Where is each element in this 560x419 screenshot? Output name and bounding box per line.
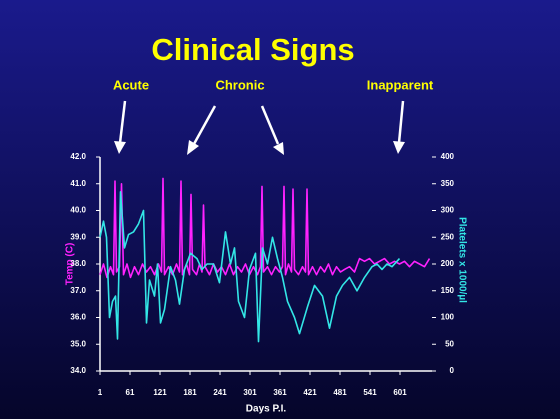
y2-axis-label: Platelets x 1000/µl xyxy=(456,217,467,303)
y-tick-label: 35.0 xyxy=(70,339,86,348)
x-tick-label: 481 xyxy=(333,388,347,397)
chart-title: Clinical Signs xyxy=(151,32,354,67)
series-line xyxy=(99,191,401,343)
annotation: Acute xyxy=(113,77,149,92)
y-tick-label: 41.0 xyxy=(70,179,86,188)
x-tick-label: 241 xyxy=(213,388,227,397)
x-tick-label: 601 xyxy=(393,388,407,397)
x-tick-label: 121 xyxy=(153,388,167,397)
y2-tick-label: 0 xyxy=(450,366,455,375)
y-tick-label: 39.0 xyxy=(70,232,86,241)
y-tick-label: 38.0 xyxy=(70,259,86,268)
x-tick-label: 361 xyxy=(273,388,287,397)
y2-tick-label: 200 xyxy=(441,259,455,268)
x-tick-label: 1 xyxy=(98,388,103,397)
y2-tick-label: 50 xyxy=(445,339,454,348)
x-tick-label: 181 xyxy=(183,388,197,397)
y2-tick-label: 400 xyxy=(441,152,455,161)
y-tick-label: 37.0 xyxy=(70,286,86,295)
y2-tick-label: 300 xyxy=(441,206,455,215)
x-tick-label: 541 xyxy=(363,388,377,397)
y-tick-label: 42.0 xyxy=(70,152,86,161)
y-axis-label: Temp (C) xyxy=(65,243,76,286)
y2-tick-label: 350 xyxy=(441,179,455,188)
arrows xyxy=(114,100,405,155)
y2-tick-label: 100 xyxy=(441,313,455,322)
x-tick-label: 421 xyxy=(303,388,317,397)
y-tick-label: 34.0 xyxy=(70,366,86,375)
y2-tick-label: 250 xyxy=(441,232,455,241)
annotation: Inapparent xyxy=(367,77,434,92)
x-tick-label: 301 xyxy=(243,388,257,397)
x-axis-label: Days P.I. xyxy=(246,404,287,415)
y-tick-label: 40.0 xyxy=(70,206,86,215)
y-tick-label: 36.0 xyxy=(70,313,86,322)
annotation: Chronic xyxy=(215,77,264,92)
x-tick-label: 61 xyxy=(126,388,135,397)
y2-tick-label: 150 xyxy=(441,286,455,295)
